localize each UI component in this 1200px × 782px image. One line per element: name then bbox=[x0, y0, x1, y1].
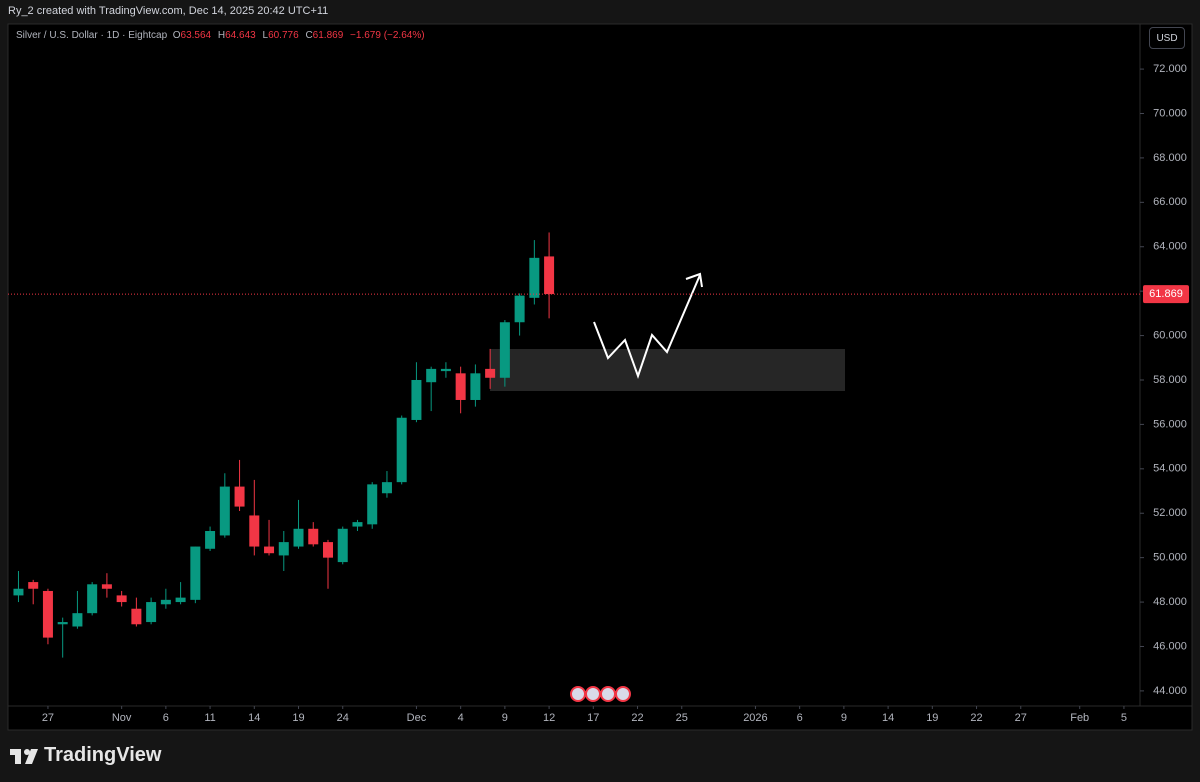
y-tick-label: 56.000 bbox=[1153, 418, 1187, 430]
candle-body bbox=[205, 531, 216, 549]
ohlc-value: 61.869 bbox=[312, 30, 344, 41]
x-tick-label: Dec bbox=[407, 712, 427, 724]
ohlc-key: O bbox=[172, 30, 181, 41]
x-tick-label: 14 bbox=[882, 712, 894, 724]
y-tick-label: 52.000 bbox=[1153, 507, 1187, 519]
candle-body bbox=[28, 582, 39, 589]
ohlc-key: C bbox=[305, 30, 313, 41]
candle-body bbox=[322, 542, 333, 558]
x-tick-label: 5 bbox=[1121, 712, 1127, 724]
x-tick-label: 11 bbox=[204, 712, 215, 724]
brand: TradingView bbox=[44, 744, 162, 766]
candle-body bbox=[514, 295, 525, 323]
brand-logo bbox=[10, 749, 38, 764]
ohlc-key: L bbox=[262, 30, 269, 41]
x-tick-label: 6 bbox=[797, 712, 803, 724]
x-tick-label: 9 bbox=[841, 712, 847, 724]
candle-body bbox=[101, 584, 112, 589]
zone-box bbox=[490, 349, 845, 391]
ohlc-key: H bbox=[217, 30, 226, 41]
x-tick-label: 9 bbox=[502, 712, 508, 724]
x-tick-label: 24 bbox=[337, 712, 349, 724]
currency-button[interactable]: USD bbox=[1149, 27, 1185, 49]
last-price-badge bbox=[1143, 285, 1189, 304]
candle-body bbox=[337, 528, 348, 563]
candle-body bbox=[308, 528, 319, 545]
candle-body bbox=[264, 546, 275, 554]
y-tick-label: 44.000 bbox=[1153, 685, 1187, 697]
x-tick-label: 19 bbox=[926, 712, 938, 724]
candle-body bbox=[293, 528, 304, 547]
x-tick-label: 27 bbox=[1015, 712, 1027, 724]
ohlc-value: 60.776 bbox=[268, 30, 299, 41]
candle-body bbox=[87, 584, 98, 614]
caption: Ry_2 created with TradingView.com, Dec 1… bbox=[8, 5, 329, 17]
candle-body bbox=[367, 484, 378, 525]
candle-body bbox=[544, 256, 555, 295]
candle-body bbox=[352, 522, 363, 527]
candle-body bbox=[219, 486, 230, 536]
y-tick-label: 54.000 bbox=[1153, 463, 1187, 475]
candle-body bbox=[190, 546, 201, 600]
y-tick-label: 46.000 bbox=[1153, 640, 1187, 652]
event-icons bbox=[570, 686, 631, 702]
x-tick-label: 19 bbox=[292, 712, 304, 724]
x-tick-label: 25 bbox=[676, 712, 688, 724]
x-tick-label: 6 bbox=[163, 712, 169, 724]
candle-body bbox=[234, 486, 245, 507]
candle-body bbox=[278, 542, 289, 556]
x-tick-label: 12 bbox=[543, 712, 555, 724]
candle-body bbox=[381, 482, 392, 494]
candle-body bbox=[72, 613, 83, 627]
x-tick-label: Nov bbox=[112, 712, 132, 724]
y-tick-label: 50.000 bbox=[1153, 552, 1187, 564]
y-tick-label: 68.000 bbox=[1153, 152, 1187, 164]
projection-path bbox=[593, 274, 701, 380]
x-tick-label: Feb bbox=[1070, 712, 1089, 724]
projection-arrowhead bbox=[685, 272, 703, 288]
candle-body bbox=[42, 590, 53, 638]
candle-body bbox=[529, 257, 540, 298]
candle-body bbox=[13, 588, 24, 596]
candle-body bbox=[57, 622, 68, 625]
x-tick-label: 2026 bbox=[743, 712, 767, 724]
candle-body bbox=[411, 379, 422, 420]
candle-body bbox=[146, 602, 157, 623]
y-tick-label: 70.000 bbox=[1153, 107, 1187, 119]
x-tick-label: 27 bbox=[42, 712, 54, 724]
x-tick-label: 22 bbox=[970, 712, 982, 724]
candle-body bbox=[175, 597, 186, 603]
candle-body bbox=[455, 373, 466, 400]
candle-body bbox=[131, 608, 142, 625]
candle-body bbox=[485, 368, 496, 378]
ohlc-value: 64.643 bbox=[225, 30, 256, 41]
x-tick-label: 22 bbox=[631, 712, 643, 724]
x-tick-label: 14 bbox=[248, 712, 260, 724]
y-tick-label: 66.000 bbox=[1153, 196, 1187, 208]
symbol-title: Silver / U.S. Dollar · 1D · Eightcap bbox=[16, 30, 168, 41]
ohlc-value: 63.564 bbox=[180, 30, 212, 41]
candle-body bbox=[160, 599, 171, 605]
y-tick-label: 48.000 bbox=[1153, 596, 1187, 608]
symbol-header: Silver / U.S. Dollar · 1D · Eightcap O63… bbox=[16, 30, 429, 41]
change: −1.679 (−2.64%) bbox=[350, 30, 425, 41]
y-tick-label: 72.000 bbox=[1153, 63, 1187, 75]
y-tick-label: 64.000 bbox=[1153, 241, 1187, 253]
candle-body bbox=[440, 368, 451, 372]
candle-body bbox=[499, 322, 510, 378]
y-tick-label: 60.000 bbox=[1153, 329, 1187, 341]
candle-body bbox=[249, 515, 260, 547]
candle-body bbox=[116, 595, 127, 603]
candle-body bbox=[470, 373, 481, 400]
candle-body bbox=[426, 368, 437, 383]
candle-body bbox=[396, 417, 407, 483]
x-tick-label: 17 bbox=[587, 712, 599, 724]
y-tick-label: 58.000 bbox=[1153, 374, 1187, 386]
x-tick-label: 4 bbox=[458, 712, 464, 724]
last-price-label: 61.869 bbox=[1149, 288, 1183, 300]
